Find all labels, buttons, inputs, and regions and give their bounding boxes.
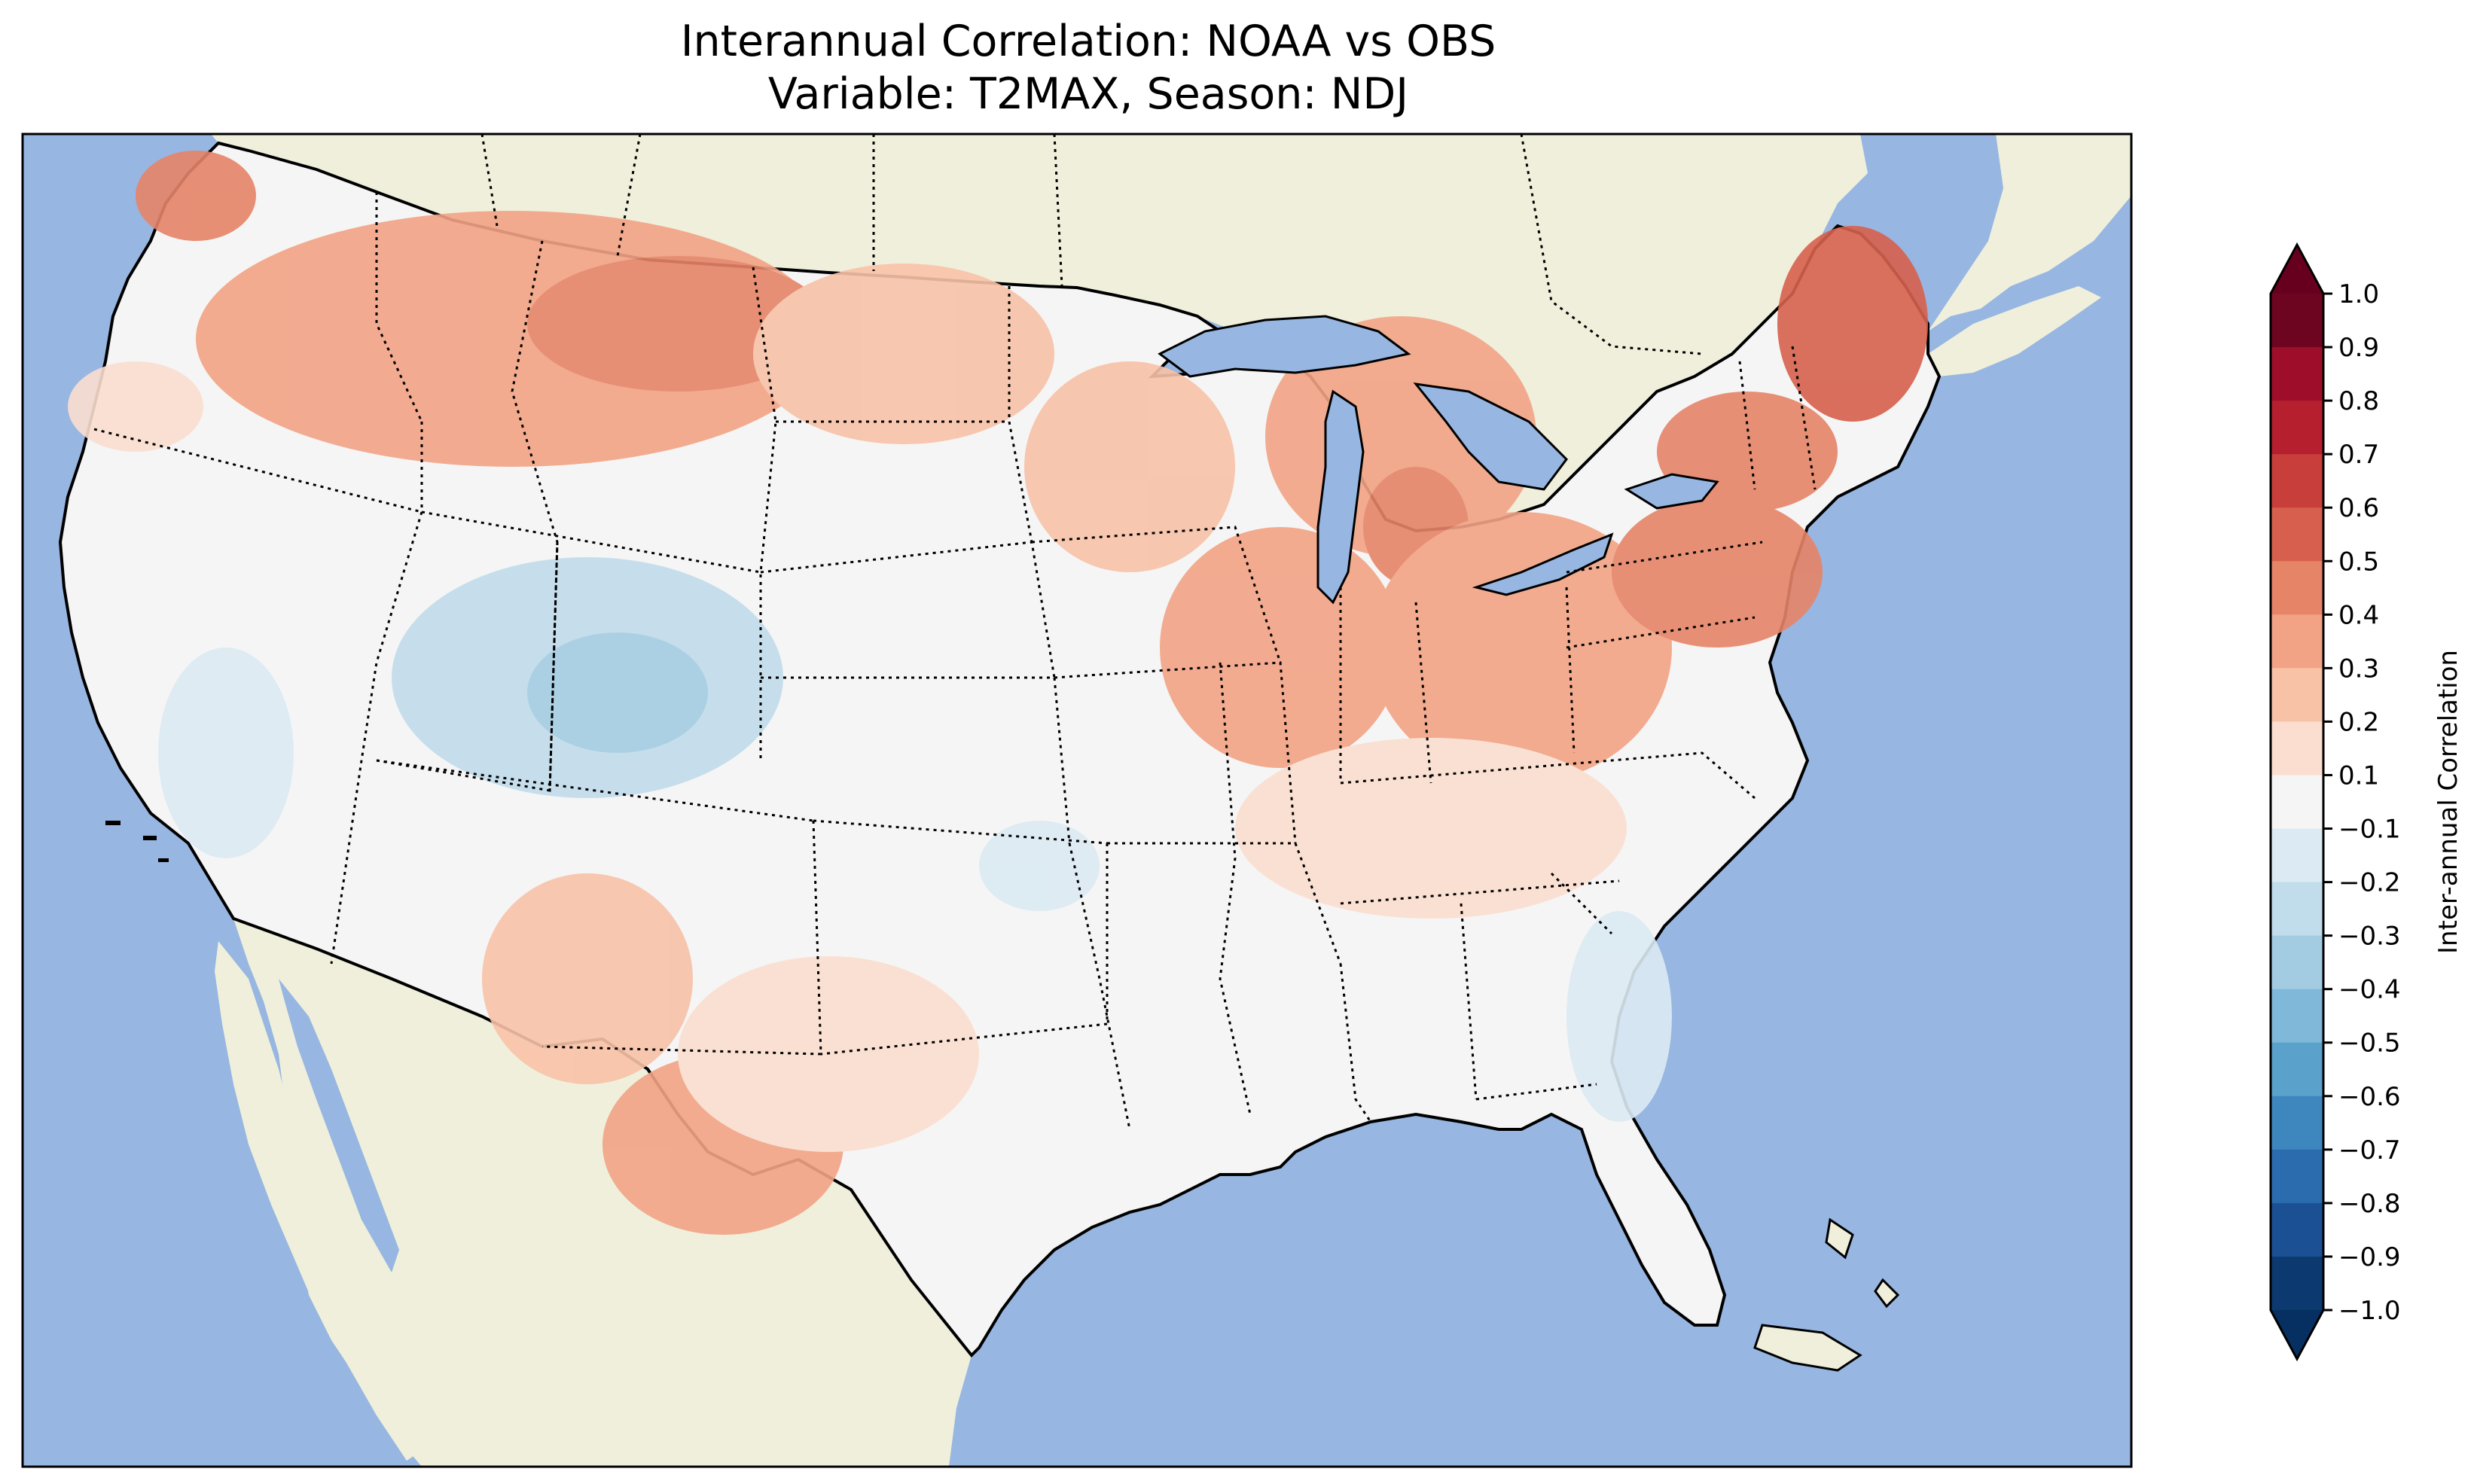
colorbar-segment	[2271, 828, 2323, 883]
colorbar-segment	[2271, 882, 2323, 937]
colorbar-tick-label: −0.4	[2338, 975, 2401, 1005]
colorbar-extend-top	[2271, 245, 2323, 294]
colorbar-segment	[2271, 347, 2323, 401]
lake-ontario	[1624, 473, 1719, 510]
colorbar-segment	[2271, 1095, 2323, 1150]
colorbar-tick-label: −0.1	[2338, 815, 2401, 845]
colorbar-segment	[2271, 935, 2323, 990]
colorbar-segment	[2271, 614, 2323, 669]
colorbar-tick-label: 0.5	[2338, 547, 2379, 577]
mexico-landmass	[233, 919, 972, 1467]
lake-superior	[1158, 315, 1411, 378]
map-panel	[23, 134, 2131, 1467]
lake-erie	[1472, 532, 1614, 596]
colorbar-label: Inter-annual Correlation	[2433, 650, 2463, 954]
maritime-canada	[1928, 134, 2131, 331]
colorbar-segment	[2271, 1202, 2323, 1257]
colorbar-tick-label: −0.2	[2338, 868, 2401, 898]
bahamas	[1825, 1217, 1900, 1309]
gulf-of-california	[279, 979, 399, 1272]
colorbar-segment	[2271, 721, 2323, 776]
colorbar-tick-label: −0.6	[2338, 1082, 2401, 1112]
map-frame	[21, 133, 2133, 1468]
colorbar-tick-label: 0.7	[2338, 440, 2379, 470]
colorbar-tick-label: −0.3	[2338, 922, 2401, 952]
lake-michigan	[1316, 389, 1365, 605]
lake-huron	[1413, 382, 1568, 491]
colorbar-tick-label: 0.2	[2338, 707, 2379, 737]
colorbar-tick-label: 0.8	[2338, 386, 2379, 416]
colorbar-tick-label: −0.9	[2338, 1242, 2401, 1272]
colorbar-segment	[2271, 1149, 2323, 1204]
colorbar-tick-label: −0.5	[2338, 1028, 2401, 1059]
colorbar-segment	[2271, 1256, 2323, 1311]
colorbar	[2269, 242, 2325, 1362]
colorbar-tick-label: 0.4	[2338, 600, 2379, 630]
colorbar-segment	[2271, 775, 2323, 830]
colorbar-tick-label: 0.6	[2338, 493, 2379, 523]
colorbar-segment	[2271, 507, 2323, 562]
map-title-line-1: Interannual Correlation: NOAA vs OBS	[680, 17, 1496, 66]
cuba	[1753, 1324, 1862, 1372]
colorbar-extend-bottom	[2271, 1310, 2323, 1359]
colorbar-tick-label: 0.1	[2338, 760, 2379, 791]
state-borders	[93, 192, 1817, 1130]
colorbar-segment	[2271, 561, 2323, 615]
canada-borders	[480, 134, 1703, 355]
colorbar-tick-label: 0.3	[2338, 654, 2379, 684]
colorbar-tick-label: −1.0	[2338, 1296, 2401, 1326]
colorbar-tick-label: −0.8	[2338, 1189, 2401, 1219]
colorbar-tick-label: 1.0	[2338, 279, 2379, 309]
nova-scotia	[1928, 286, 2101, 376]
colorbar-ticks: 1.0 0.9 0.8 0.7 0.6 0.5 0.4 0.3 0.2 0.1 −0.1 −0.2 −0…	[2323, 279, 2401, 1326]
colorbar-tick-label: −0.7	[2338, 1135, 2401, 1166]
colorbar-segment	[2271, 668, 2323, 723]
map-title-line-2: Variable: T2MAX, Season: NDJ	[767, 69, 1409, 119]
colorbar-segment	[2271, 401, 2323, 455]
colorbar-segment	[2271, 454, 2323, 508]
colorbar-segment	[2271, 294, 2323, 348]
baja-california	[215, 941, 429, 1461]
colorbar-segment	[2271, 989, 2323, 1044]
colorbar-tick-label: 0.9	[2338, 333, 2379, 363]
channel-islands	[105, 821, 169, 862]
colorbar-segment	[2271, 1042, 2323, 1097]
